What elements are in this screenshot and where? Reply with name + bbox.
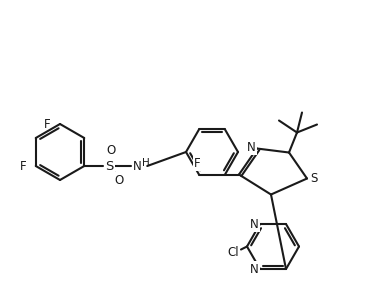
- Text: H: H: [142, 158, 150, 168]
- Text: O: O: [107, 144, 116, 157]
- Text: F: F: [20, 160, 27, 173]
- Text: F: F: [194, 157, 200, 170]
- Text: N: N: [133, 160, 142, 173]
- Text: N: N: [247, 141, 255, 154]
- Text: F: F: [45, 118, 51, 131]
- Text: S: S: [105, 160, 113, 173]
- Text: O: O: [114, 173, 124, 186]
- Text: Cl: Cl: [227, 246, 239, 259]
- Text: S: S: [310, 172, 318, 185]
- Text: N: N: [250, 217, 258, 230]
- Text: N: N: [250, 263, 258, 276]
